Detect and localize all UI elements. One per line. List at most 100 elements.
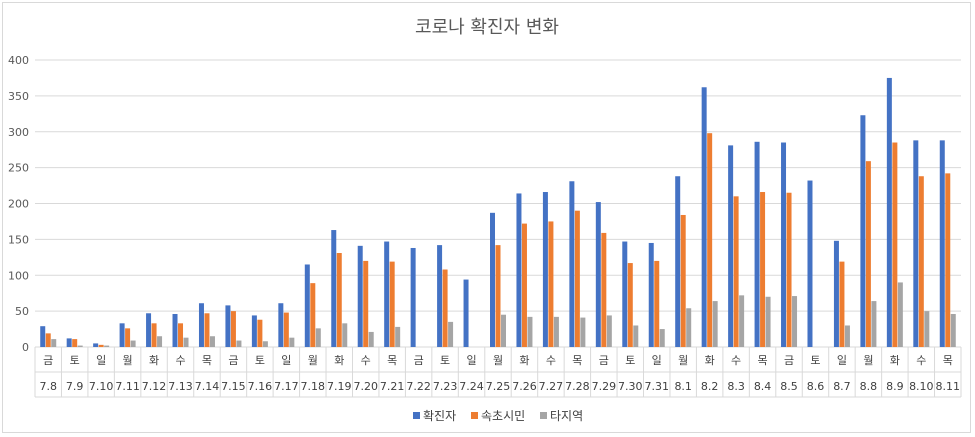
legend-label: 타지역 — [550, 409, 583, 423]
weekday-label: 화 — [705, 354, 715, 367]
date-label: 7.19 — [327, 380, 352, 393]
bar-1 — [622, 241, 628, 347]
weekday-label: 월 — [308, 354, 318, 367]
bar-1 — [278, 303, 284, 347]
date-label: 8.5 — [780, 380, 798, 393]
bar-2 — [707, 133, 713, 347]
bar-3 — [844, 325, 850, 347]
y-tick-label: 150 — [8, 233, 29, 246]
bar-1 — [754, 141, 760, 347]
legend-label: 확진자 — [423, 409, 456, 423]
bar-3 — [209, 336, 215, 347]
date-label: 7.27 — [539, 380, 564, 393]
bar-3 — [342, 323, 348, 347]
bar-2 — [389, 261, 395, 347]
bar-2 — [283, 312, 289, 347]
bar-3 — [553, 316, 559, 347]
bar-3 — [289, 337, 295, 347]
bar-1 — [331, 230, 337, 347]
bar-2 — [521, 223, 527, 347]
y-tick-label: 350 — [8, 90, 29, 103]
bar-2 — [839, 261, 845, 347]
date-label: 8.3 — [727, 380, 745, 393]
bar-3 — [686, 308, 692, 347]
weekday-label: 목 — [943, 354, 953, 367]
bar-2 — [98, 344, 104, 347]
bar-1 — [198, 303, 204, 347]
bar-3 — [527, 316, 533, 347]
bar-1 — [410, 247, 416, 347]
bar-3 — [395, 326, 401, 347]
date-label: 8.9 — [886, 380, 904, 393]
bar-1 — [886, 77, 892, 347]
bar-2 — [495, 245, 501, 347]
date-label: 8.4 — [754, 380, 772, 393]
date-label: 7.21 — [380, 380, 405, 393]
date-label: 7.23 — [433, 380, 458, 393]
bar-1 — [939, 140, 945, 347]
weekday-label: 화 — [334, 354, 344, 367]
weekday-label: 일 — [652, 353, 662, 367]
bar-1 — [860, 115, 866, 347]
weekday-label: 목 — [202, 354, 212, 367]
weekday-label: 금 — [43, 354, 53, 367]
legend-swatch — [471, 412, 478, 419]
bar-3 — [924, 311, 930, 347]
bar-1 — [542, 192, 548, 347]
bar-2 — [680, 214, 686, 347]
bar-1 — [304, 264, 310, 347]
bar-1 — [516, 193, 522, 347]
bar-1 — [172, 313, 178, 347]
gridlines — [35, 59, 961, 348]
y-tick-label: 300 — [8, 126, 29, 139]
bar-3 — [792, 296, 798, 347]
weekday-label: 목 — [572, 354, 582, 367]
bar-3 — [950, 313, 956, 347]
bar-1 — [728, 145, 734, 347]
bar-3 — [368, 331, 374, 347]
bar-2 — [574, 210, 580, 347]
weekday-label: 수 — [546, 354, 556, 367]
weekday-label: 수 — [916, 354, 926, 367]
bar-2 — [733, 196, 739, 347]
legend-swatch — [540, 412, 547, 419]
bar-3 — [871, 301, 877, 347]
date-label: 8.1 — [674, 380, 692, 393]
weekday-label: 금 — [599, 354, 609, 367]
bar-2 — [918, 176, 924, 347]
bar-2 — [151, 323, 157, 347]
bar-2 — [363, 260, 369, 347]
weekday-label: 토 — [625, 354, 635, 367]
bar-1 — [807, 180, 813, 347]
weekday-label: 일 — [466, 353, 476, 367]
bar-2 — [257, 319, 263, 347]
date-label: 7.8 — [39, 380, 57, 393]
bar-1 — [384, 241, 390, 347]
bar-3 — [606, 315, 612, 347]
bar-3 — [712, 301, 718, 347]
weekday-label: 월 — [678, 354, 688, 367]
bar-2 — [654, 260, 660, 347]
x-axis-categories: 금7.8토7.9일7.10월7.11화7.12수7.13목7.14금7.15토7… — [34, 347, 962, 398]
weekday-label: 수 — [731, 354, 741, 367]
bar-2 — [548, 221, 554, 347]
bar-3 — [51, 339, 57, 347]
date-label: 7.24 — [459, 380, 484, 393]
bar-1 — [225, 305, 231, 347]
weekday-label: 일 — [96, 353, 106, 367]
chart-title: 코로나 확진자 변화 — [415, 17, 559, 38]
weekday-label: 화 — [149, 354, 159, 367]
bar-3 — [739, 295, 745, 347]
bar-3 — [448, 321, 454, 347]
bar-1 — [463, 279, 469, 347]
bar-3 — [77, 345, 83, 347]
bar-1 — [913, 140, 919, 347]
weekday-label: 금 — [414, 354, 424, 367]
y-axis-ticks: 0 50 100 150 200 250 300 350 400 — [8, 54, 29, 354]
bar-2 — [230, 311, 236, 347]
date-label: 7.9 — [66, 380, 84, 393]
weekday-label: 일 — [837, 353, 847, 367]
bar-3 — [580, 317, 586, 347]
bar-3 — [104, 345, 110, 347]
bars — [40, 77, 956, 347]
